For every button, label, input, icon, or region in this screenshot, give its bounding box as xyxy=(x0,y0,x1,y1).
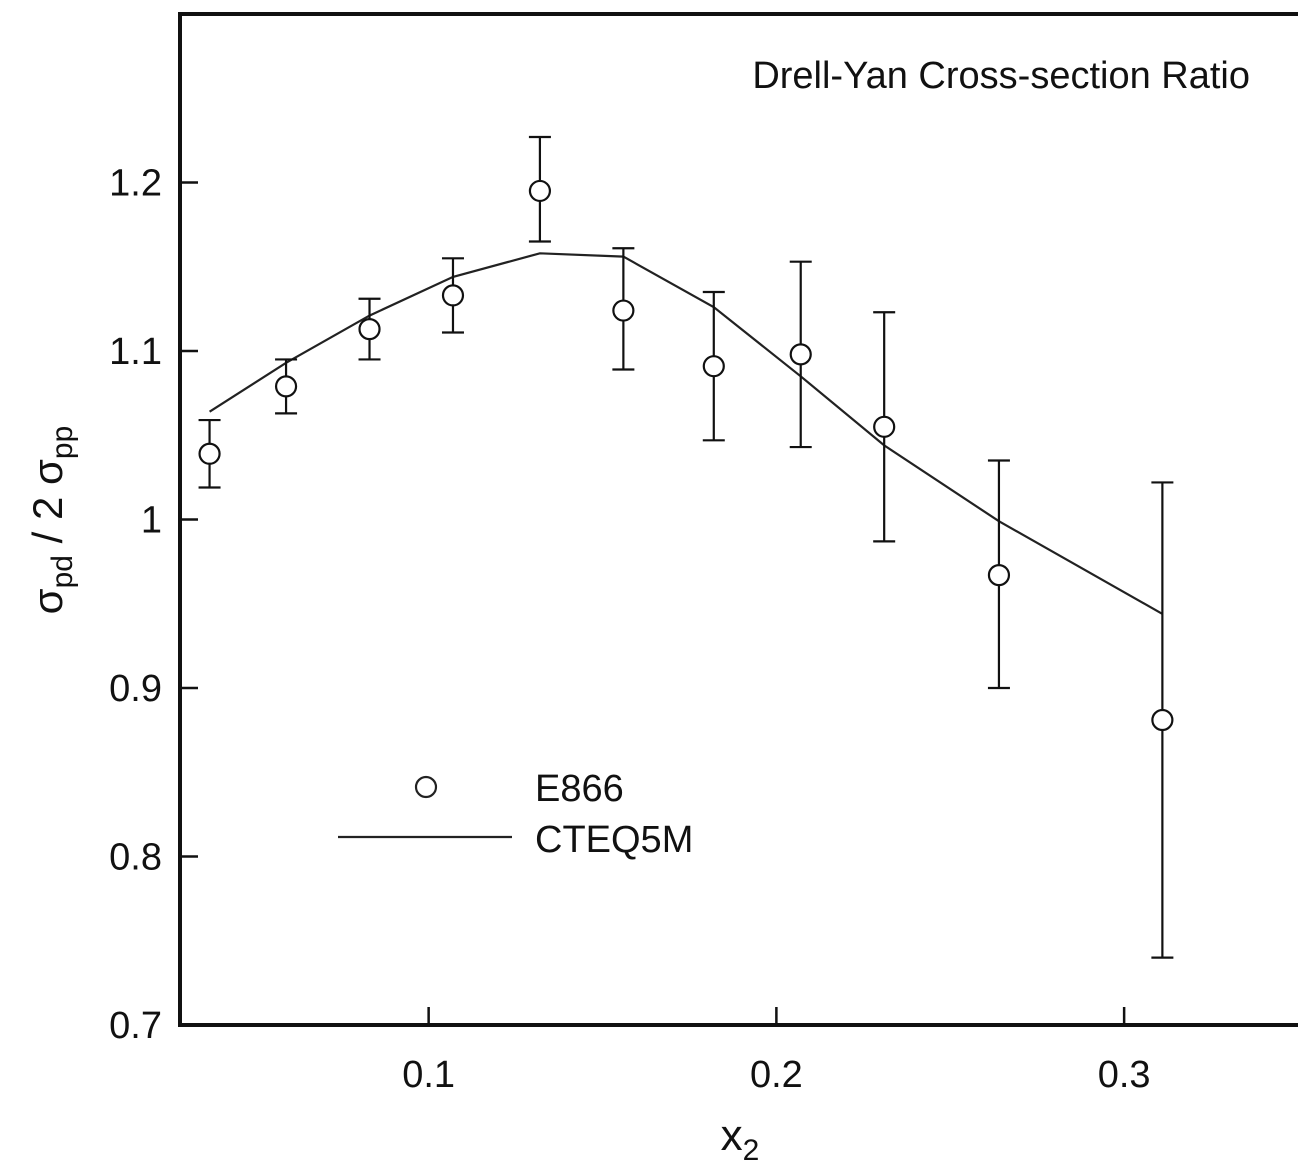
y-tick-label: 1.1 xyxy=(109,331,162,373)
legend-marker-e866 xyxy=(414,775,438,799)
y-axis-title-sigma2: σ xyxy=(24,459,71,485)
data-point xyxy=(528,179,552,203)
x-axis-title-base: x xyxy=(721,1111,743,1160)
data-point xyxy=(1151,708,1174,732)
plot-frame xyxy=(178,12,1298,1027)
x-axis-title-sub: 2 xyxy=(743,1134,760,1167)
y-axis-title-sub1: pd xyxy=(46,555,79,588)
legend-label-cteq5m: CTEQ5M xyxy=(535,819,693,861)
y-axis: 0.7 0.8 0.9 1 1.1 1.2 xyxy=(109,163,198,1047)
data-point xyxy=(274,375,298,398)
x-tick-label: 0.1 xyxy=(402,1054,455,1096)
x-tick-label: 0.2 xyxy=(750,1054,803,1096)
e866-points-group xyxy=(198,135,1174,959)
cteq5m-curve-group xyxy=(209,252,1163,615)
data-point xyxy=(358,317,381,341)
y-tick-label: 1 xyxy=(141,500,162,542)
data-point xyxy=(873,415,896,438)
chart-title: Drell-Yan Cross-section Ratio xyxy=(752,55,1250,97)
x-axis: 0.1 0.2 0.3 xyxy=(402,1007,1151,1096)
data-point xyxy=(612,299,635,322)
data-point xyxy=(198,442,221,465)
y-axis-title-sub2: pp xyxy=(46,426,79,459)
data-point xyxy=(441,284,465,307)
y-tick-label: 0.7 xyxy=(109,1005,162,1047)
cteq5m-line xyxy=(209,252,1163,615)
y-tick-label: 0.8 xyxy=(109,837,162,879)
legend-label-e866: E866 xyxy=(535,768,624,810)
x-tick-label: 0.3 xyxy=(1098,1054,1151,1096)
y-axis-title-mid: / 2 xyxy=(24,485,71,555)
data-point xyxy=(702,355,725,378)
x-axis-title: x2 xyxy=(721,1111,760,1167)
data-point xyxy=(987,564,1011,587)
y-axis-title-sigma1: σ xyxy=(24,588,71,614)
data-point xyxy=(789,343,812,366)
y-tick-label: 0.9 xyxy=(109,668,162,710)
legend: E866 CTEQ5M xyxy=(338,768,693,861)
y-tick-label: 1.2 xyxy=(109,163,162,205)
y-axis-title: σpd / 2 σpp xyxy=(24,426,79,615)
